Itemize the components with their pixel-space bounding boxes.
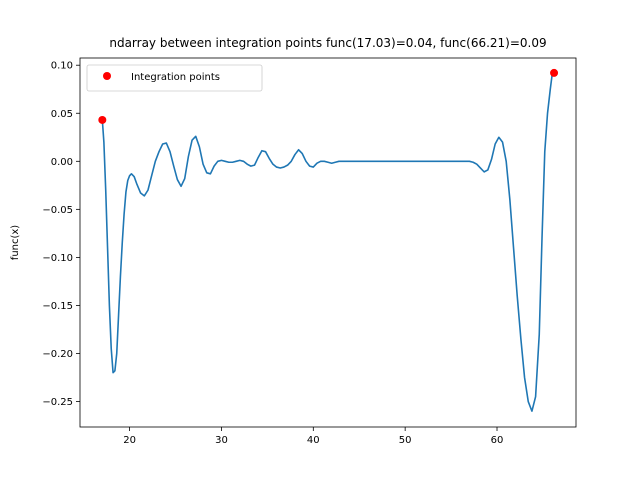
y-tick-label: −0.05 [42,205,73,216]
y-tick-label: −0.10 [42,253,73,264]
x-tick-label: 50 [399,435,412,446]
y-tick-label: 0.05 [51,109,73,120]
y-axis-label: func(x) [10,225,21,261]
y-tick-label: −0.25 [42,397,73,408]
legend-box [86,64,263,92]
plot-area [80,58,576,427]
series-line [101,72,555,412]
data-layer [98,68,559,412]
y-tick-label: 0.10 [51,61,73,72]
x-tick-label: 60 [491,435,504,446]
integration-point [550,68,559,77]
y-tick-label: −0.15 [42,301,73,312]
x-tick-label: 30 [215,435,228,446]
y-axis: 0.10 0.05 0.00 −0.05 −0.10 −0.15 −0.20 −0.25 [42,61,80,408]
x-tick-label: 20 [123,435,136,446]
integration-point [98,115,107,124]
legend: Integration points [86,64,263,92]
chart-title: ndarray between integration points func(… [109,36,546,50]
y-tick-label: −0.20 [42,349,73,360]
y-tick-label: 0.00 [51,157,73,168]
x-axis: 20 30 40 50 60 [123,427,503,446]
legend-label: Integration points [131,72,220,83]
plot-frame [79,57,577,428]
x-tick-label: 40 [307,435,320,446]
legend-marker [103,72,111,80]
